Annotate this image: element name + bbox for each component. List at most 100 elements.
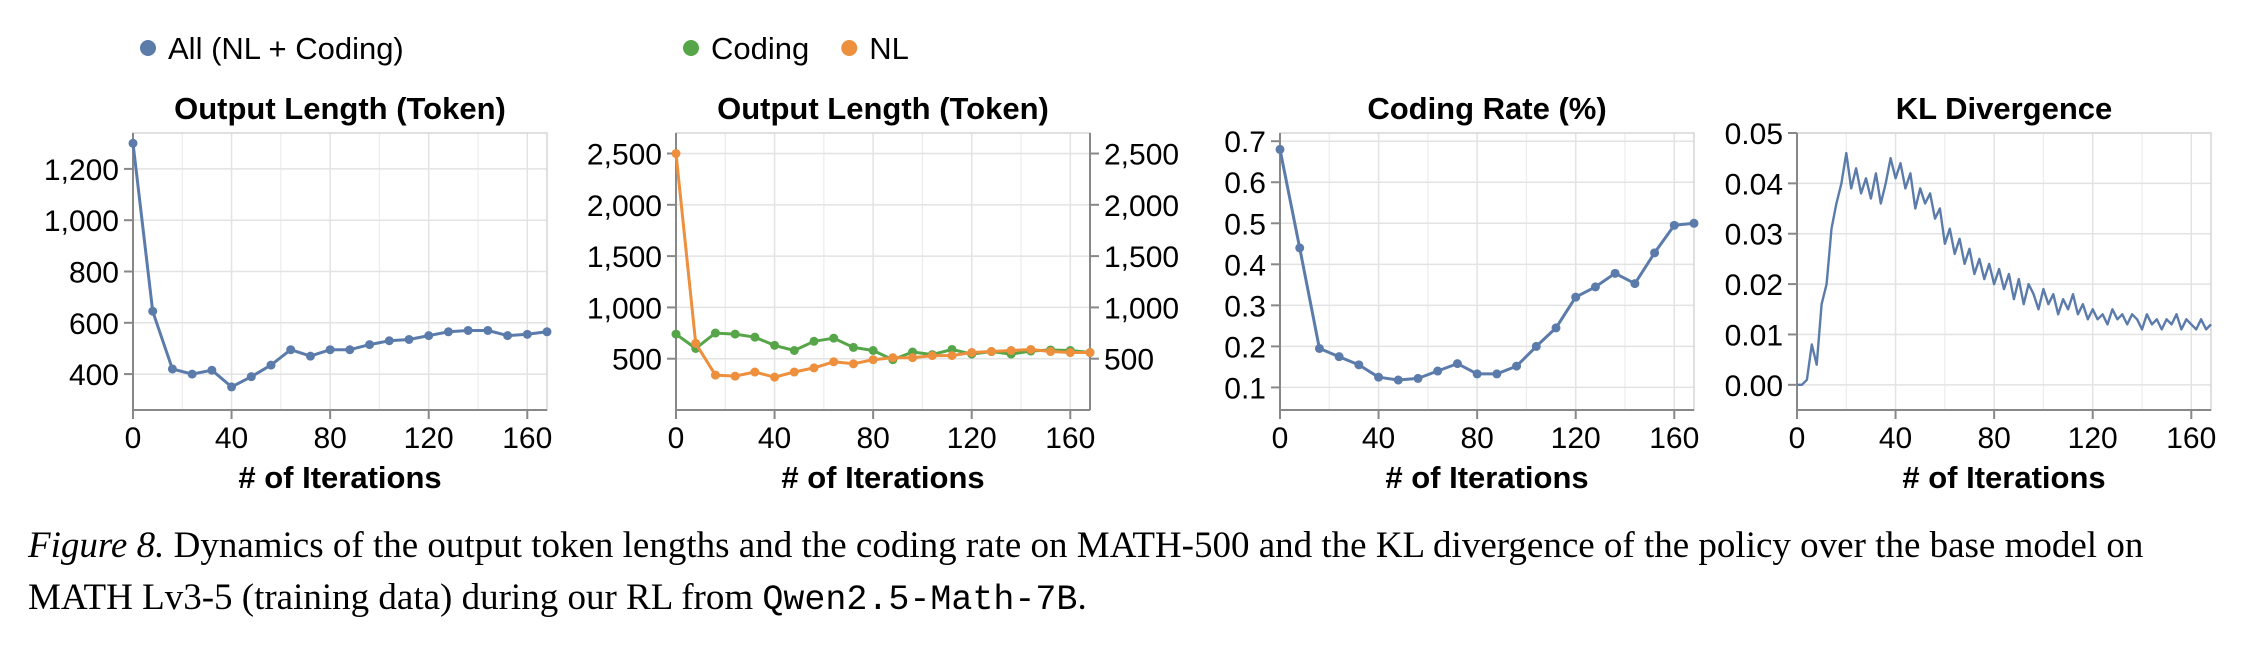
y-tick-label: 1,000 (587, 292, 662, 325)
data-point (1295, 243, 1305, 253)
data-point (1085, 348, 1095, 358)
x-tick-label: 80 (1977, 422, 2010, 455)
plot-frame (1279, 132, 1695, 411)
x-tick-label: 80 (856, 422, 889, 455)
data-point (1689, 218, 1699, 228)
x-axis-label: # of Iterations (238, 460, 441, 495)
y-tick-label: 0.7 (1224, 126, 1266, 159)
data-point (187, 369, 197, 379)
x-tick-label: 40 (215, 422, 248, 455)
data-point (710, 370, 720, 380)
chart-title: Output Length (Token) (717, 91, 1049, 126)
data-point (848, 342, 858, 352)
data-point (789, 367, 799, 377)
data-point (503, 331, 513, 341)
data-point (770, 340, 780, 350)
data-point (710, 328, 720, 338)
data-point (829, 333, 839, 343)
legend-item: All (NL + Coding) (140, 31, 404, 66)
figure-caption: Figure 8. Dynamics of the output token l… (28, 520, 2228, 626)
y-tick-label: 0.00 (1725, 370, 1783, 403)
x-tick-label: 0 (125, 422, 142, 455)
data-point (1630, 279, 1640, 289)
data-point (1571, 292, 1581, 302)
data-point (927, 351, 937, 361)
data-point (750, 367, 760, 377)
y-tick-label: 2,500 (587, 139, 662, 172)
chart-title: Output Length (Token) (174, 91, 506, 126)
plot-frame (1796, 132, 2212, 411)
legend-item: Coding (683, 31, 809, 66)
data-point (770, 372, 780, 382)
data-point (1065, 348, 1075, 358)
data-point (1551, 323, 1561, 333)
data-point (305, 351, 315, 361)
caption-label: Figure 8. (28, 525, 165, 566)
data-point (1433, 366, 1443, 376)
data-point (1452, 359, 1462, 369)
y-tick-label: 0.05 (1725, 118, 1783, 151)
data-point (868, 345, 878, 355)
data-point (542, 327, 552, 337)
data-point (404, 334, 414, 344)
x-tick-label: 0 (1272, 422, 1289, 455)
data-point (730, 371, 740, 381)
data-point (1492, 369, 1502, 379)
data-point (207, 365, 217, 375)
y-tick-label: 400 (69, 359, 119, 392)
data-point (967, 348, 977, 358)
legend-item: NL (841, 31, 909, 66)
data-point (671, 329, 681, 339)
x-tick-label: 120 (2068, 422, 2118, 455)
data-point (1610, 268, 1620, 278)
x-axis-label: # of Iterations (1902, 460, 2105, 495)
data-point (424, 331, 434, 341)
data-point (848, 359, 858, 369)
data-point (750, 332, 760, 342)
caption-text: Dynamics of the output token lengths and… (28, 525, 2144, 618)
series-line (1278, 149, 1695, 382)
data-point (266, 360, 276, 370)
data-point (167, 364, 177, 374)
data-point (1531, 341, 1541, 351)
data-point (730, 329, 740, 339)
data-point (1275, 144, 1285, 154)
series-line (131, 143, 548, 389)
caption-end: . (1077, 577, 1087, 618)
x-tick-label: 80 (1460, 422, 1493, 455)
data-point (1046, 347, 1056, 357)
data-point (691, 338, 701, 348)
data-point (1354, 360, 1364, 370)
data-point (671, 149, 681, 159)
chart-coding-rate: 0 40 80 120 160 0.1 0.2 0.3 0.4 0.5 0.6 0.7 Coding R… (1224, 91, 1699, 495)
data-point (1590, 282, 1600, 292)
y-tick-label: 2,000 (587, 190, 662, 223)
data-point (463, 325, 473, 335)
x-tick-label: 0 (668, 422, 685, 455)
y-tick-label: 0.3 (1224, 290, 1266, 323)
legend-label: Coding (711, 31, 809, 66)
data-point (1026, 344, 1036, 354)
data-point (1314, 343, 1324, 353)
chart-kl-divergence: 0 40 80 120 160 0.00 0.01 0.02 0.03 0.04 0.05 KL Di… (1725, 91, 2217, 495)
data-point (1512, 361, 1522, 371)
y-tick-label: 0.6 (1224, 167, 1266, 200)
y-tick-label: 500 (612, 344, 662, 377)
data-point (246, 372, 256, 382)
caption-model-name: Qwen2.5-Math-7B (762, 580, 1078, 620)
data-point (986, 347, 996, 357)
chart-output-length-split: 0 40 80 120 160 500 1,000 1,500 2,000 2,500 500 1,0… (587, 91, 1179, 495)
data-point (947, 344, 957, 354)
data-point (522, 329, 532, 339)
series-line (675, 331, 1091, 362)
data-point (1669, 220, 1679, 230)
data-point (1374, 372, 1384, 382)
plot-frame (675, 132, 1091, 411)
series-line (674, 153, 1090, 379)
data-point (888, 353, 898, 363)
data-point (947, 351, 957, 361)
y-tick-label: 0.04 (1725, 168, 1783, 201)
chart-title: KL Divergence (1896, 91, 2113, 126)
y-tick-label: 0.1 (1224, 372, 1266, 405)
data-point (908, 353, 918, 363)
